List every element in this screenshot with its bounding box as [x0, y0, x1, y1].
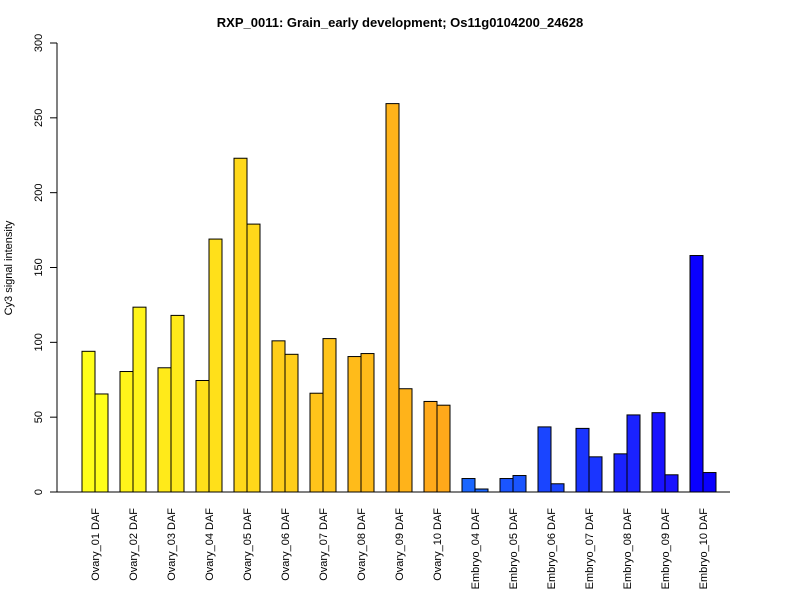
bar-13-1	[537, 426, 552, 493]
bar-16-1	[651, 412, 666, 493]
x-axis: Ovary_01 DAF Ovary_02 DAF Ovary_03 DAF Ovar…	[57, 491, 730, 590]
x-tick-label-6: Ovary_06 DAF	[280, 508, 292, 581]
bar-2-1	[119, 371, 134, 493]
bar-5-1	[233, 157, 248, 493]
bar-4-1	[195, 379, 210, 493]
y-tick-label-150: 150	[33, 258, 45, 276]
bar-4-2	[208, 238, 223, 493]
x-tick-label-7: Ovary_07 DAF	[318, 508, 330, 581]
y-axis: 0 50 100 150 200 250 300	[33, 34, 58, 495]
y-tick-label-0: 0	[33, 489, 45, 495]
bar-6-1	[271, 340, 286, 493]
y-tick-label-50: 50	[33, 411, 45, 423]
x-tick-label-10: Ovary_10 DAF	[432, 508, 444, 581]
y-tick-label-300: 300	[33, 34, 45, 52]
y-tick-label-200: 200	[33, 183, 45, 201]
x-tick-label-8: Ovary_08 DAF	[356, 508, 368, 581]
bar-1-1	[81, 350, 96, 493]
x-tick-label-14: Embryo_07 DAF	[584, 508, 596, 590]
bar-13-2	[550, 483, 565, 493]
bar-12-1	[499, 478, 514, 493]
y-axis-label: Cy3 signal intensity	[3, 220, 15, 315]
x-tick-label-17: Embryo_10 DAF	[698, 508, 710, 590]
x-tick-label-3: Ovary_03 DAF	[166, 508, 178, 581]
bars-group	[81, 103, 717, 493]
bar-5-2	[246, 223, 261, 493]
bar-10-1	[423, 400, 438, 493]
bar-14-2	[588, 456, 603, 493]
bar-8-1	[347, 356, 362, 493]
bar-14-1	[575, 427, 590, 493]
bar-9-1	[385, 103, 400, 493]
bar-15-1	[613, 453, 628, 493]
y-tick-label-250: 250	[33, 109, 45, 127]
x-tick-label-13: Embryo_06 DAF	[546, 508, 558, 590]
bar-15-2	[626, 414, 641, 493]
x-tick-label-11: Embryo_04 DAF	[470, 508, 482, 590]
y-tick-label-100: 100	[33, 333, 45, 351]
bar-11-1	[461, 478, 476, 493]
x-tick-label-4: Ovary_04 DAF	[204, 508, 216, 581]
bar-3-2	[170, 314, 185, 493]
x-tick-label-9: Ovary_09 DAF	[394, 508, 406, 581]
x-tick-label-5: Ovary_05 DAF	[242, 508, 254, 581]
x-tick-label-2: Ovary_02 DAF	[128, 508, 140, 581]
bar-7-2	[322, 338, 337, 493]
bar-8-2	[360, 353, 375, 493]
chart-title: RXP_0011: Grain_early development; Os11g…	[217, 15, 583, 30]
bar-12-2	[512, 475, 527, 493]
x-tick-label-1: Ovary_01 DAF	[90, 508, 102, 581]
bar-17-1	[689, 255, 704, 493]
bar-7-1	[309, 392, 324, 493]
bar-10-2	[436, 404, 451, 493]
bar-16-2	[664, 474, 679, 493]
x-tick-label-15: Embryo_08 DAF	[622, 508, 634, 590]
x-tick-label-12: Embryo_05 DAF	[508, 508, 520, 590]
x-tick-label-16: Embryo_09 DAF	[660, 508, 672, 590]
bar-3-1	[157, 367, 172, 493]
bar-9-2	[398, 388, 413, 493]
bar-2-2	[132, 306, 147, 493]
bar-17-2	[702, 472, 717, 493]
bar-1-2	[94, 393, 109, 493]
bar-6-2	[284, 353, 299, 493]
